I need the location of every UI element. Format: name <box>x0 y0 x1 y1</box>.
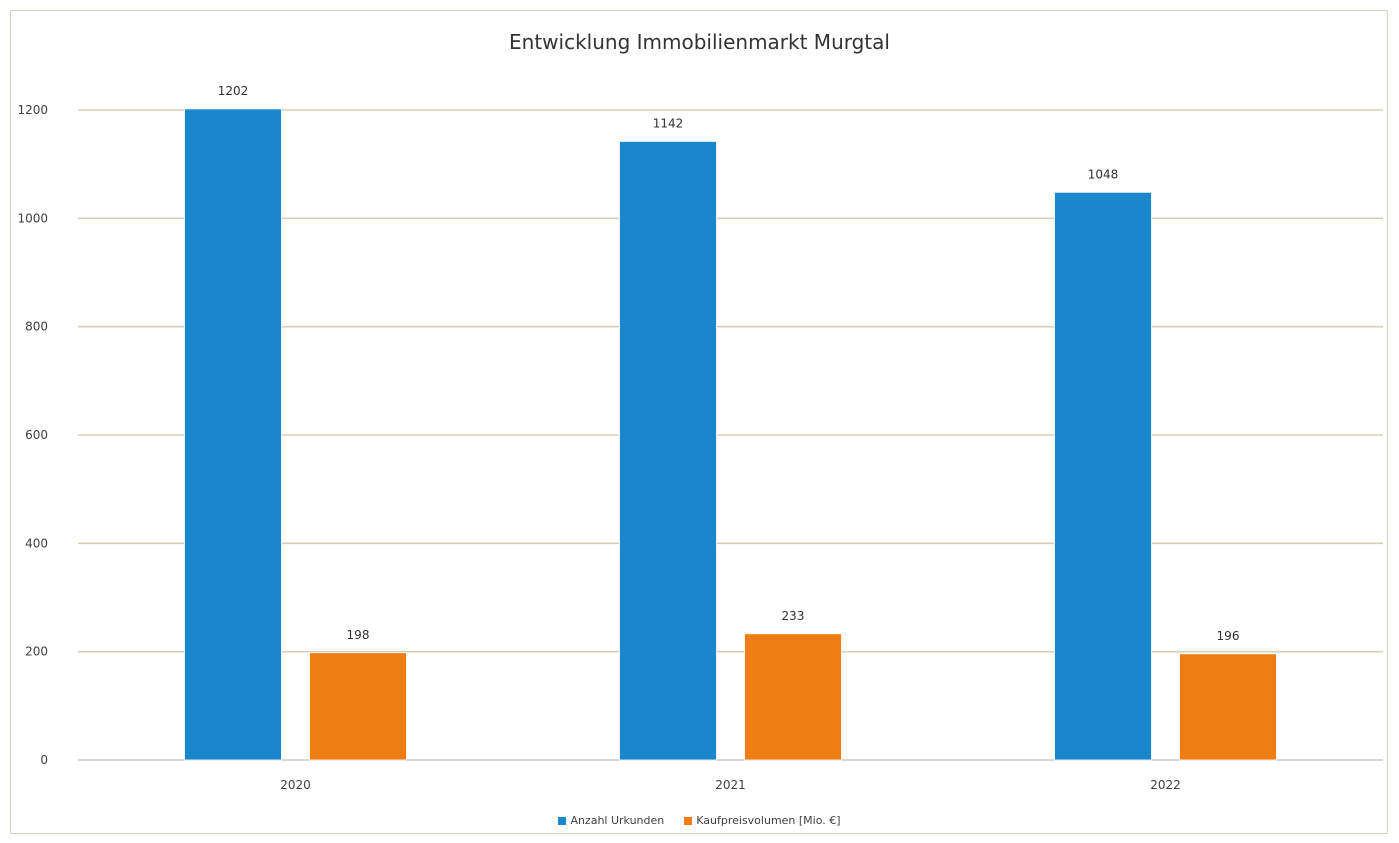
bar-kaufpreisvolumen-2022 <box>1179 653 1277 761</box>
y-tick-label: 600 <box>25 428 48 442</box>
data-label: 198 <box>347 628 370 642</box>
legend-label-anzahl-urkunden: Anzahl Urkunden <box>570 814 665 827</box>
y-tick-label: 0 <box>40 753 48 767</box>
legend-item-kaufpreisvolumen: Kaufpreisvolumen [Mio. €] <box>684 814 841 827</box>
y-tick-label: 800 <box>25 320 48 334</box>
legend: Anzahl Urkunden Kaufpreisvolumen [Mio. €… <box>0 814 1399 827</box>
bar-kaufpreisvolumen-2020 <box>309 652 407 761</box>
data-label: 1142 <box>653 116 684 130</box>
data-label: 233 <box>782 609 805 623</box>
legend-label-kaufpreisvolumen: Kaufpreisvolumen [Mio. €] <box>696 814 841 827</box>
legend-swatch-anzahl-urkunden <box>558 816 567 825</box>
x-tick-label-2021: 2021 <box>715 778 746 792</box>
data-label: 1202 <box>218 84 249 98</box>
x-tick-label-2022: 2022 <box>1150 778 1181 792</box>
data-label: 196 <box>1217 629 1240 643</box>
bar-kaufpreisvolumen-2021 <box>744 633 842 761</box>
bar-anzahl-urkunden-2021 <box>619 141 717 761</box>
chart-title: Entwicklung Immobilienmarkt Murgtal <box>509 30 890 54</box>
legend-item-anzahl-urkunden: Anzahl Urkunden <box>558 814 664 827</box>
bar-anzahl-urkunden-2022 <box>1054 191 1152 761</box>
y-tick-label: 200 <box>25 645 48 659</box>
y-tick-label: 1200 <box>17 103 48 117</box>
legend-swatch-kaufpreisvolumen <box>684 816 693 825</box>
data-label: 1048 <box>1088 167 1119 181</box>
y-tick-label: 400 <box>25 536 48 550</box>
bar-anzahl-urkunden-2020 <box>184 108 282 761</box>
y-tick-label: 1000 <box>17 211 48 225</box>
x-tick-label-2020: 2020 <box>280 778 311 792</box>
